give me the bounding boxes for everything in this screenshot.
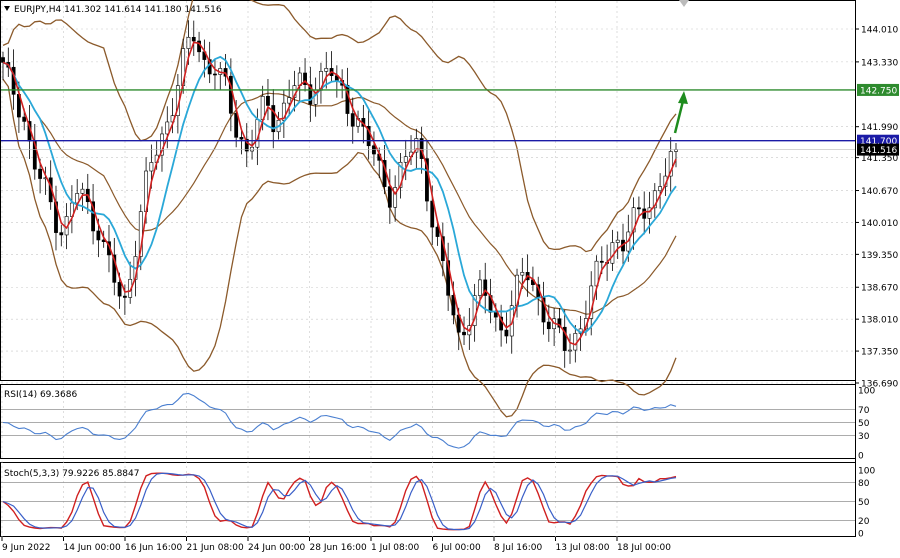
candle — [478, 269, 482, 304]
candle — [541, 281, 546, 335]
candle — [350, 97, 355, 144]
candle — [668, 137, 673, 192]
price-tick-label: 140.010 — [861, 219, 898, 229]
price-tick-label: 138.670 — [861, 284, 898, 294]
stoch-scale-label: 0 — [858, 530, 864, 540]
candle — [557, 308, 562, 334]
candle — [652, 183, 657, 218]
symbol-header: EURJPY,H4 141.302 141.614 141.180 141.51… — [14, 5, 222, 15]
stoch-scale-label: 100 — [858, 467, 875, 477]
candle — [122, 284, 127, 315]
price-tick-label: 136.690 — [861, 380, 898, 390]
candle — [308, 66, 313, 122]
up-arrow-icon — [673, 91, 688, 134]
price-tick-label: 143.330 — [861, 58, 898, 68]
candle — [213, 58, 217, 91]
level-lines — [1, 89, 855, 150]
stoch-level-label: 50 — [858, 498, 870, 508]
candle — [239, 129, 244, 155]
price-label-resistance: 142.750 — [860, 86, 897, 96]
time-axis: 9 Jun 2022 14 Jun 00:00 16 Jun 16:00 21 Jun… — [1, 537, 671, 553]
time-tick-label: 13 Jul 08:00 — [556, 543, 610, 553]
rsi-level-label: 70 — [858, 406, 870, 416]
time-tick-label: 16 Jun 16:00 — [125, 543, 182, 553]
price-label-support: 141.700 — [860, 137, 897, 147]
price-tick-label: 140.670 — [861, 187, 898, 197]
price-tick-label: 137.350 — [861, 348, 898, 358]
price-label-bg — [857, 83, 899, 96]
rsi-level-label: 50 — [858, 419, 870, 429]
candle — [546, 304, 551, 342]
ma-red — [2, 41, 677, 346]
rsi-scale-label: 100 — [858, 387, 875, 397]
candle — [637, 196, 641, 218]
rsi-level-label: 30 — [858, 432, 870, 442]
time-tick-label: 24 Jun 00:00 — [248, 543, 305, 553]
candle — [446, 242, 451, 311]
rsi-indicator: 70 50 30 100 0 — [1, 387, 875, 462]
price-tick-label: 139.350 — [861, 251, 898, 261]
candle — [303, 58, 307, 92]
price-tick-label: 141.990 — [861, 123, 898, 133]
candle — [393, 175, 398, 222]
rsi-line — [2, 392, 677, 449]
candle — [59, 224, 64, 247]
time-tick-label: 1 Jul 08:00 — [371, 543, 420, 553]
ma-blue — [2, 55, 677, 334]
price-label-current: 141.516 — [860, 146, 897, 156]
stoch-d-line — [2, 472, 677, 531]
stoch-level-label: 20 — [858, 517, 870, 527]
candle — [483, 262, 488, 314]
bollinger-bands — [2, 0, 677, 418]
stochastic-indicator: 80 50 20 100 0 — [1, 467, 875, 540]
time-tick-label: 8 Jul 16:00 — [494, 543, 543, 553]
candle — [425, 141, 429, 212]
candle — [398, 153, 403, 199]
header-triangle-icon — [4, 6, 10, 11]
time-tick-label: 28 Jun 16:00 — [310, 543, 367, 553]
stoch-level-label: 80 — [858, 479, 870, 489]
candle — [387, 168, 392, 224]
bollinger-middle — [2, 61, 677, 315]
candle — [1, 51, 5, 81]
rsi-title: RSI(14) 69.3686 — [4, 390, 77, 400]
candle — [324, 51, 329, 89]
bollinger-upper — [2, 0, 677, 253]
candle — [403, 139, 408, 181]
shift-marker-icon[interactable] — [679, 0, 689, 7]
candle — [281, 90, 286, 138]
candle — [462, 316, 466, 345]
candle — [562, 309, 567, 368]
candle — [244, 123, 249, 168]
candle — [266, 79, 270, 121]
price-axis: 144.010 143.330 142.750 141.990 141.700141.5… — [855, 26, 899, 390]
candle — [658, 173, 663, 209]
time-tick-label: 18 Jul 00:00 — [617, 543, 671, 553]
candle — [191, 20, 196, 56]
bollinger-lower — [2, 78, 677, 418]
price-tick-label: 141.350 — [861, 154, 898, 164]
time-tick-label: 14 Jun 00:00 — [64, 543, 121, 553]
candle — [91, 184, 95, 245]
candle — [271, 89, 276, 149]
rsi-panel-frame — [0, 384, 856, 459]
stoch-title: Stoch(5,3,3) 79.9226 85.8847 — [4, 469, 139, 479]
moving-averages — [2, 41, 677, 346]
time-tick-label: 9 Jun 2022 — [2, 543, 50, 553]
time-tick-label: 6 Jul 00:00 — [433, 543, 482, 553]
candle — [568, 333, 572, 364]
candle — [112, 237, 117, 296]
price-tick-label: 138.010 — [861, 316, 898, 326]
rsi-scale-label: 0 — [858, 452, 864, 462]
candle — [366, 108, 371, 160]
price-label-bg — [857, 143, 899, 156]
price-tick-label: 144.010 — [861, 26, 898, 36]
candle — [615, 231, 620, 260]
time-tick-label: 21 Jun 08:00 — [187, 543, 244, 553]
